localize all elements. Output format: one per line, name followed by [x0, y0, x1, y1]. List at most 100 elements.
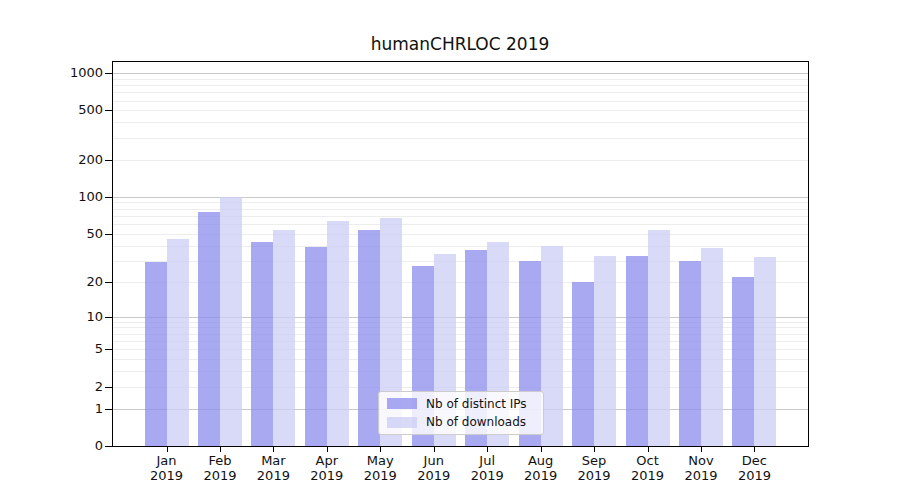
x-tick-label: Aug2019 — [511, 453, 571, 483]
y-tick-label: 1000 — [41, 65, 103, 81]
y-tick-mark — [105, 409, 112, 410]
chart-title: humanCHRLOC 2019 — [111, 34, 809, 54]
legend-entry: Nb of distinct IPs — [387, 396, 535, 412]
year-label: 2019 — [243, 468, 303, 483]
y-tick-label: 50 — [41, 226, 103, 242]
x-tick-label: Feb2019 — [190, 453, 250, 483]
bar-downloads — [220, 197, 242, 446]
legend-label: Nb of downloads — [426, 415, 526, 429]
month-label: Nov — [671, 453, 731, 468]
year-label: 2019 — [724, 468, 784, 483]
month-label: Jan — [137, 453, 197, 468]
bar-distinct-ips — [198, 212, 220, 446]
month-label: Oct — [618, 453, 678, 468]
year-label: 2019 — [671, 468, 731, 483]
x-tick-label: Dec2019 — [724, 453, 784, 483]
x-tick-mark — [754, 447, 755, 452]
x-tick-mark — [327, 447, 328, 452]
x-tick-mark — [220, 447, 221, 452]
month-label: Aug — [511, 453, 571, 468]
x-tick-label: Jun2019 — [404, 453, 464, 483]
bar-distinct-ips — [626, 256, 648, 446]
legend: Nb of distinct IPs Nb of downloads — [378, 391, 544, 435]
bar-downloads — [648, 230, 670, 446]
y-tick-label: 20 — [41, 274, 103, 290]
x-tick-label: Oct2019 — [618, 453, 678, 483]
month-label: Jul — [457, 453, 517, 468]
x-tick-mark — [701, 447, 702, 452]
x-tick-mark — [380, 447, 381, 452]
bar-downloads — [167, 239, 189, 446]
x-tick-mark — [541, 447, 542, 452]
legend-swatch-downloads — [387, 417, 417, 428]
bar-distinct-ips — [251, 242, 273, 446]
bar-downloads — [594, 256, 616, 446]
month-label: Dec — [724, 453, 784, 468]
month-label: Apr — [297, 453, 357, 468]
month-label: Sep — [564, 453, 624, 468]
month-label: Jun — [404, 453, 464, 468]
x-tick-mark — [434, 447, 435, 452]
y-tick-label: 100 — [41, 189, 103, 205]
x-tick-mark — [594, 447, 595, 452]
y-tick-mark — [105, 387, 112, 388]
bar-distinct-ips — [358, 230, 380, 446]
y-tick-mark — [105, 282, 112, 283]
gridline-minor — [112, 122, 809, 123]
y-tick-mark — [105, 349, 112, 350]
x-tick-label: Jan2019 — [137, 453, 197, 483]
y-tick-label: 1 — [41, 401, 103, 417]
y-tick-label: 5 — [41, 341, 103, 357]
legend-entry: Nb of downloads — [387, 415, 535, 431]
x-tick-mark — [167, 447, 168, 452]
month-label: Feb — [190, 453, 250, 468]
x-tick-label: Nov2019 — [671, 453, 731, 483]
bar-downloads — [273, 230, 295, 446]
x-tick-mark — [648, 447, 649, 452]
gridline-minor — [112, 202, 809, 203]
bar-distinct-ips — [145, 262, 167, 446]
x-tick-mark — [273, 447, 274, 452]
year-label: 2019 — [564, 468, 624, 483]
year-label: 2019 — [137, 468, 197, 483]
y-tick-label: 200 — [41, 152, 103, 168]
y-tick-label: 2 — [41, 379, 103, 395]
month-label: May — [350, 453, 410, 468]
bar-downloads — [754, 257, 776, 446]
y-tick-mark — [105, 110, 112, 111]
chart-canvas: humanCHRLOC 2019 Nb of distinct IPsNb of… — [0, 0, 900, 500]
year-label: 2019 — [190, 468, 250, 483]
gridline-minor — [112, 85, 809, 86]
y-tick-mark — [105, 73, 112, 74]
x-tick-label: Sep2019 — [564, 453, 624, 483]
y-tick-mark — [105, 446, 112, 447]
gridline-minor — [112, 92, 809, 93]
x-tick-label: May2019 — [350, 453, 410, 483]
bar-downloads — [701, 248, 723, 446]
gridline-minor — [112, 209, 809, 210]
y-tick-mark — [105, 197, 112, 198]
gridline-minor — [112, 79, 809, 80]
year-label: 2019 — [404, 468, 464, 483]
gridline-minor — [112, 110, 809, 111]
year-label: 2019 — [457, 468, 517, 483]
bar-distinct-ips — [679, 261, 701, 446]
year-label: 2019 — [618, 468, 678, 483]
y-tick-label: 500 — [41, 102, 103, 118]
bar-distinct-ips — [305, 247, 327, 446]
gridline-minor — [112, 160, 809, 161]
y-tick-mark — [105, 234, 112, 235]
x-tick-label: Jul2019 — [457, 453, 517, 483]
legend-swatch-distinct-ips — [387, 398, 417, 409]
legend-label: Nb of distinct IPs — [426, 397, 527, 411]
gridline-major — [112, 73, 809, 74]
year-label: 2019 — [350, 468, 410, 483]
x-tick-mark — [487, 447, 488, 452]
year-label: 2019 — [297, 468, 357, 483]
month-label: Mar — [243, 453, 303, 468]
gridline-minor — [112, 138, 809, 139]
gridline-major — [112, 197, 809, 198]
x-tick-label: Mar2019 — [243, 453, 303, 483]
y-tick-mark — [105, 317, 112, 318]
y-tick-mark — [105, 160, 112, 161]
